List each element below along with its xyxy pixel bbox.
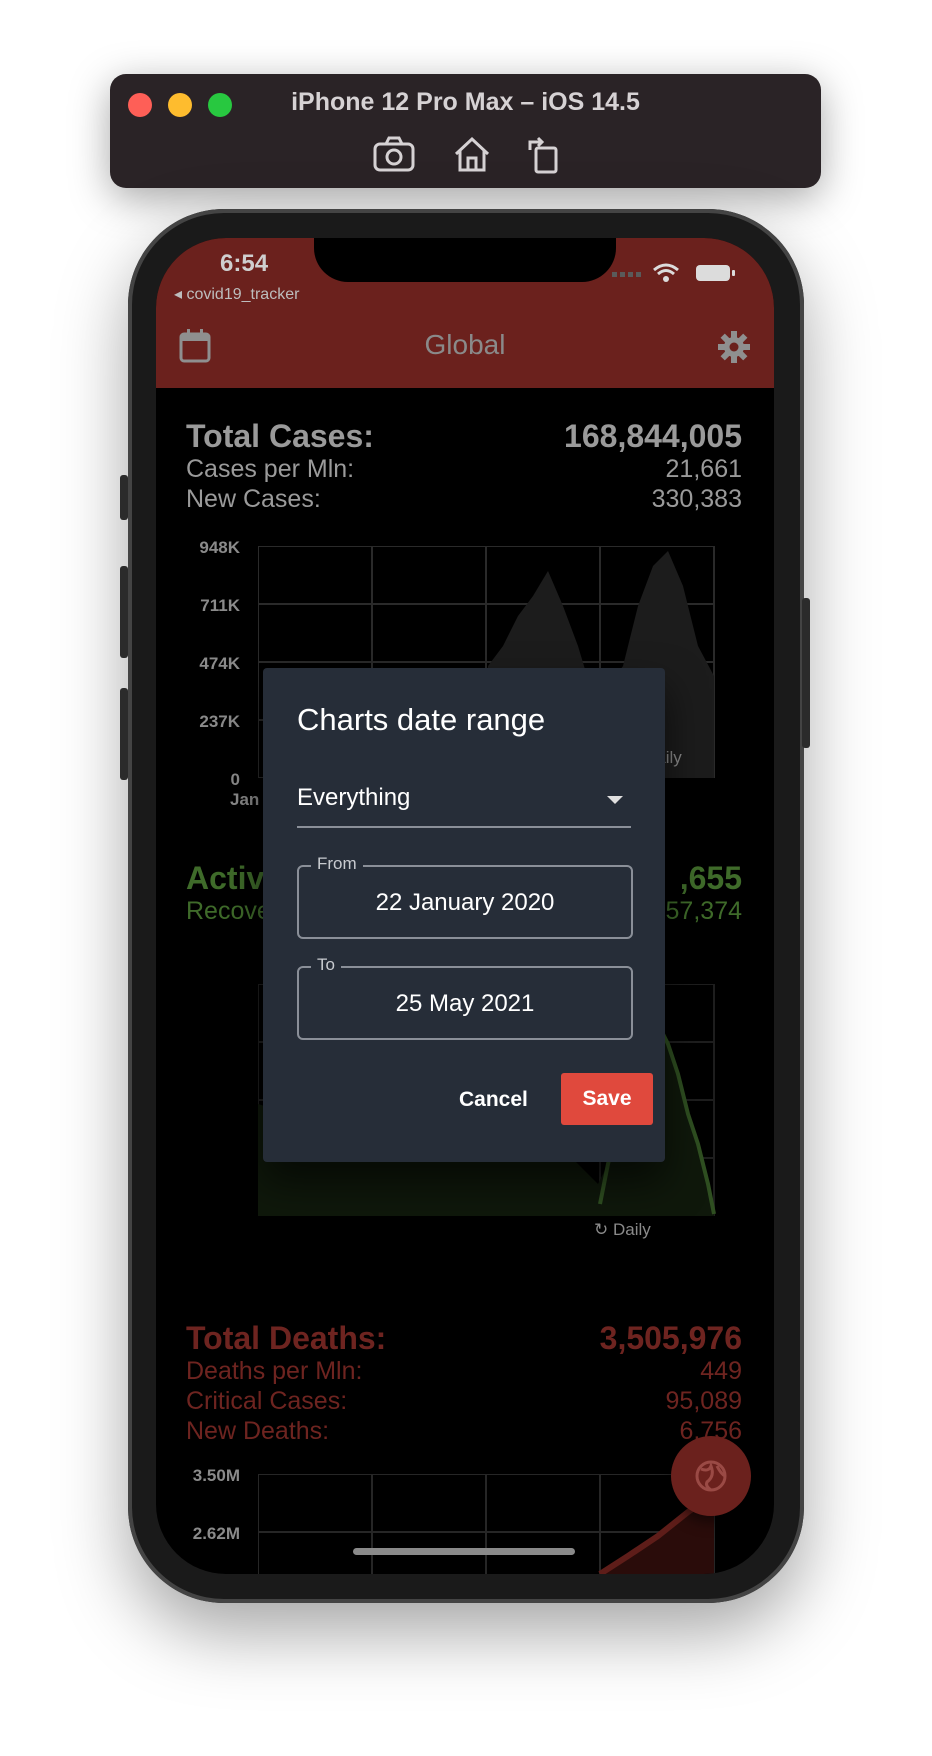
date-range-dropdown[interactable]: Everything xyxy=(297,776,631,828)
chevron-down-icon xyxy=(607,796,623,804)
volume-down-button xyxy=(120,688,128,780)
to-date-field[interactable]: To 25 May 2021 xyxy=(297,955,633,1040)
home-icon[interactable] xyxy=(450,134,494,174)
deaths-y-tick: 2.62M xyxy=(192,1524,240,1543)
cases-per-mln-row: Cases per Mln: 21,661 xyxy=(186,455,742,485)
recovered-value: 57,374 xyxy=(665,897,742,925)
active-value: ,655 xyxy=(679,860,742,896)
silent-switch xyxy=(120,475,128,520)
to-field-value: 25 May 2021 xyxy=(395,990,535,1017)
recovered-label: Recove xyxy=(186,897,271,925)
total-deaths-row: Total Deaths: 3,505,976 xyxy=(186,1320,742,1356)
total-deaths-label: Total Deaths: xyxy=(186,1320,387,1356)
cases-y-tick: 474K xyxy=(199,654,240,673)
total-cases-value: 168,844,005 xyxy=(564,418,742,454)
critical-cases-label: Critical Cases: xyxy=(186,1387,348,1415)
active-row: Activ ,655 xyxy=(186,860,742,896)
recovered-row: Recove 57,374 xyxy=(186,897,742,927)
page-title: Global xyxy=(424,329,506,360)
minimize-window-button[interactable] xyxy=(168,93,192,117)
globe-fab-button[interactable] xyxy=(671,1436,751,1516)
cases-x-tick: Jan xyxy=(230,790,260,809)
cases-y-tick: 711K xyxy=(200,596,240,615)
total-cases-label: Total Cases: xyxy=(186,418,374,454)
save-button[interactable]: Save xyxy=(561,1073,653,1125)
cases-per-mln-value: 21,661 xyxy=(665,455,742,483)
power-button xyxy=(802,598,810,748)
globe-icon xyxy=(695,1460,727,1492)
dropdown-selected-value: Everything xyxy=(297,784,411,811)
from-date-field[interactable]: From 22 January 2020 xyxy=(297,854,633,939)
new-cases-value: 330,383 xyxy=(651,485,742,513)
simulator-title: iPhone 12 Pro Max – iOS 14.5 xyxy=(291,88,640,116)
calendar-icon[interactable] xyxy=(179,329,211,363)
deaths-per-mln-value: 449 xyxy=(700,1357,742,1385)
back-to-app-link[interactable]: ◂ covid19_tracker xyxy=(174,286,300,303)
deaths-per-mln-row: Deaths per Mln: 449 xyxy=(186,1357,742,1387)
app-bar: 6:54 ◂ covid19_tracker Global xyxy=(156,238,774,388)
active-mode-text: Daily xyxy=(612,1220,651,1239)
cases-per-mln-label: Cases per Mln: xyxy=(186,455,355,483)
device-screen: 6:54 ◂ covid19_tracker Global Total Case… xyxy=(156,238,774,1574)
deaths-per-mln-label: Deaths per Mln: xyxy=(186,1357,363,1385)
status-time: 6:54 xyxy=(220,250,269,277)
new-deaths-row: New Deaths: 6,756 xyxy=(186,1417,742,1447)
cases-y-tick: 0 xyxy=(230,770,240,789)
new-cases-label: New Cases: xyxy=(186,485,321,513)
critical-cases-row: Critical Cases: 95,089 xyxy=(186,1387,742,1417)
dialog-title: Charts date range xyxy=(297,702,546,737)
total-deaths-value: 3,505,976 xyxy=(599,1320,742,1356)
home-indicator[interactable] xyxy=(353,1548,575,1555)
new-cases-row: New Cases: 330,383 xyxy=(186,485,742,515)
close-window-button[interactable] xyxy=(128,93,152,117)
volume-up-button xyxy=(120,566,128,658)
active-mode-label[interactable]: ↻ Daily xyxy=(594,1220,651,1240)
status-icons xyxy=(610,260,740,284)
from-field-label: From xyxy=(311,854,363,874)
zoom-window-button[interactable] xyxy=(208,93,232,117)
active-label: Activ xyxy=(186,860,265,896)
gear-icon[interactable] xyxy=(717,330,751,364)
cases-y-tick: 948K xyxy=(199,538,240,557)
notch xyxy=(314,238,616,282)
deaths-y-tick: 3.50M xyxy=(192,1466,240,1485)
active-series-area xyxy=(258,1024,714,1216)
simulator-title-bar: iPhone 12 Pro Max – iOS 14.5 xyxy=(110,74,821,188)
deaths-chart xyxy=(258,1474,716,1574)
screenshot-icon[interactable] xyxy=(372,134,416,174)
new-deaths-label: New Deaths: xyxy=(186,1417,330,1445)
refresh-icon: ↻ xyxy=(594,1220,613,1239)
date-range-dialog: Charts date range Everything From 22 Jan… xyxy=(263,668,665,1162)
to-field-label: To xyxy=(311,955,341,975)
from-field-value: 22 January 2020 xyxy=(375,889,555,916)
cases-y-tick: 237K xyxy=(199,712,240,731)
rotate-icon[interactable] xyxy=(522,134,566,174)
critical-cases-value: 95,089 xyxy=(665,1387,742,1415)
cancel-button[interactable]: Cancel xyxy=(459,1088,528,1111)
total-cases-row: Total Cases: 168,844,005 xyxy=(186,418,742,454)
